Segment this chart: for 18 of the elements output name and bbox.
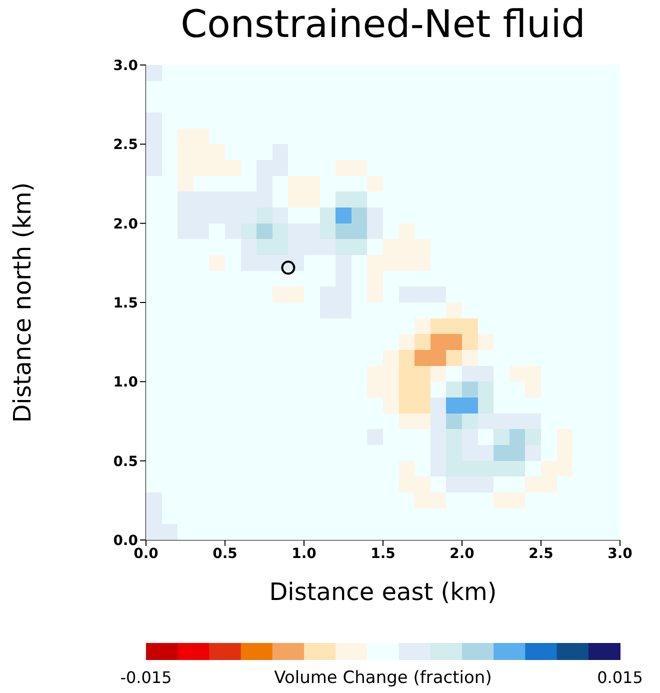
y-tick-label: 1.0 xyxy=(113,374,138,391)
chart-title: Constrained-Net fluid xyxy=(180,2,586,46)
color-bar-label: 0.015 xyxy=(597,668,643,687)
y-tick-label: 1.5 xyxy=(113,295,138,312)
x-tick-label: 2.5 xyxy=(528,546,554,562)
x-tick-label: 0.5 xyxy=(212,546,238,562)
y-tick-label: 2.0 xyxy=(113,216,138,232)
x-tick-label: 1.0 xyxy=(292,546,317,562)
x-axis-title: Distance east (km) xyxy=(269,578,497,606)
x-tick-label: 1.5 xyxy=(370,546,396,562)
x-tick-label: 2.0 xyxy=(450,546,475,562)
x-tick-label: 3.0 xyxy=(608,546,633,562)
color-bar-title: Volume Change (fraction) xyxy=(274,668,492,688)
color-bar-label: -0.015 xyxy=(120,668,172,687)
y-tick-label: 0.5 xyxy=(113,454,138,470)
y-axis-title: Distance north (km) xyxy=(8,182,37,423)
y-tick-label: 2.5 xyxy=(113,137,138,154)
y-tick-label: 3.0 xyxy=(113,58,138,74)
